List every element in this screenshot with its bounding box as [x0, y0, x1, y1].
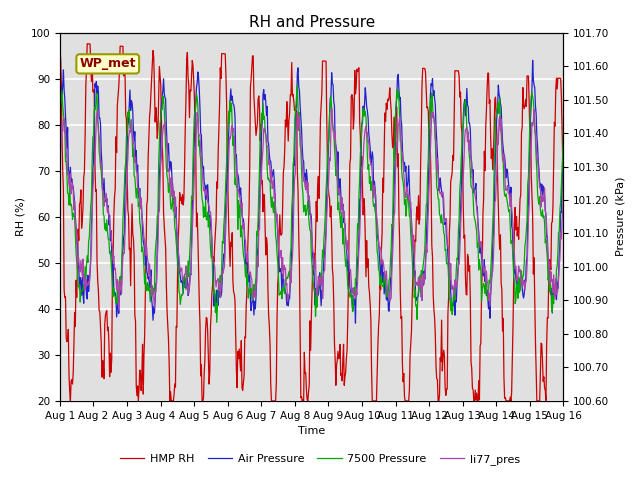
li77_pres [559, 188, 567, 194]
li77_pres [65, 181, 73, 187]
Line: HMP RH: HMP RH [60, 44, 563, 401]
Air Pressure [529, 57, 536, 63]
Air Pressure [56, 120, 64, 126]
HMP RH [374, 343, 381, 348]
Y-axis label: RH (%): RH (%) [15, 197, 25, 236]
7500 Pressure [117, 281, 125, 287]
7500 Pressure [559, 126, 567, 132]
Text: WP_met: WP_met [79, 58, 136, 71]
Air Pressure [117, 292, 125, 298]
HMP RH [83, 41, 91, 47]
Air Pressure [373, 232, 381, 238]
Air Pressure [168, 175, 176, 180]
li77_pres [328, 106, 335, 111]
Legend: HMP RH, Air Pressure, 7500 Pressure, li77_pres: HMP RH, Air Pressure, 7500 Pressure, li7… [115, 450, 525, 469]
Title: RH and Pressure: RH and Pressure [248, 15, 375, 30]
HMP RH [170, 398, 177, 404]
li77_pres [118, 290, 125, 296]
HMP RH [559, 204, 567, 210]
Air Pressure [351, 320, 359, 326]
HMP RH [388, 145, 396, 151]
HMP RH [118, 44, 126, 49]
7500 Pressure [65, 202, 73, 208]
X-axis label: Time: Time [298, 426, 325, 436]
7500 Pressure [168, 203, 176, 208]
7500 Pressure [388, 224, 396, 230]
Air Pressure [65, 169, 73, 175]
Line: 7500 Pressure: 7500 Pressure [60, 85, 563, 323]
HMP RH [67, 398, 74, 404]
7500 Pressure [213, 320, 221, 325]
li77_pres [374, 226, 381, 232]
Air Pressure [195, 75, 202, 81]
7500 Pressure [195, 143, 202, 149]
li77_pres [388, 252, 396, 258]
7500 Pressure [374, 253, 381, 259]
7500 Pressure [56, 127, 64, 133]
li77_pres [195, 133, 203, 139]
li77_pres [56, 177, 64, 182]
li77_pres [169, 192, 177, 198]
HMP RH [56, 84, 64, 89]
li77_pres [115, 307, 123, 313]
HMP RH [196, 321, 204, 327]
HMP RH [65, 372, 73, 378]
Line: Air Pressure: Air Pressure [60, 60, 563, 323]
Air Pressure [388, 255, 396, 261]
Air Pressure [559, 150, 567, 156]
Y-axis label: Pressure (kPa): Pressure (kPa) [615, 177, 625, 256]
7500 Pressure [294, 82, 301, 88]
Line: li77_pres: li77_pres [60, 108, 563, 310]
